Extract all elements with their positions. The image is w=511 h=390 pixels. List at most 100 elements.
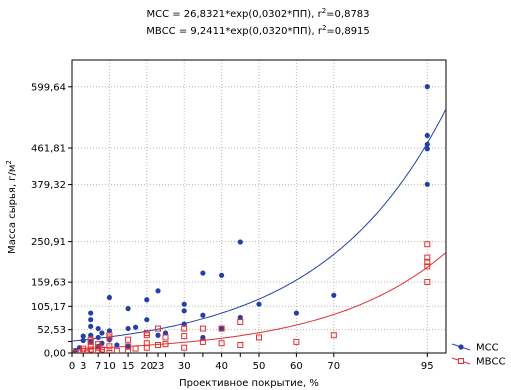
legend-label: МСС <box>476 343 499 354</box>
data-point-mss <box>114 342 120 348</box>
y-tick-label: 105,17 <box>31 302 66 313</box>
legend-marker <box>458 358 464 364</box>
data-point-mvss <box>95 344 102 351</box>
data-point-mss <box>237 239 243 245</box>
data-point-mvss <box>424 258 431 265</box>
data-point-mvss <box>95 341 102 348</box>
data-point-mvss <box>125 343 132 350</box>
data-point-mss <box>200 312 206 318</box>
data-point-mvss <box>95 348 102 353</box>
data-point-mss <box>293 310 299 316</box>
data-point-mss <box>200 334 206 341</box>
data-point-mvss <box>330 332 337 339</box>
data-point-mvss <box>155 325 162 332</box>
y-tick-label: 250,91 <box>31 237 66 248</box>
x-tick-label: 10 <box>103 361 116 372</box>
data-point-mvss <box>76 349 83 353</box>
data-point-mvss <box>98 346 105 353</box>
data-point-mvss <box>143 340 150 347</box>
data-point-mvss <box>143 344 150 351</box>
x-tick-label: 60 <box>290 361 303 372</box>
data-point-mvss <box>256 334 262 341</box>
x-tick-label: 50 <box>253 361 266 372</box>
data-point-mss <box>256 301 262 307</box>
data-point-mss <box>424 84 430 90</box>
data-point-mvss <box>113 347 120 353</box>
x-tick-label: 3 <box>80 361 86 372</box>
data-point-mss <box>80 333 86 339</box>
y-tick-label: 461,81 <box>31 143 66 154</box>
y-tick-label: 52,53 <box>37 325 66 336</box>
data-point-mvss <box>72 350 79 353</box>
data-point-mvss <box>424 241 431 248</box>
y-tick-label: 379,32 <box>31 180 66 191</box>
data-point-mvss <box>87 336 94 343</box>
data-point-mss <box>181 308 187 314</box>
data-point-mvss <box>199 325 206 332</box>
data-point-mvss <box>218 340 225 347</box>
y-tick-label: 0,00 <box>44 349 66 360</box>
data-point-mss <box>155 332 161 338</box>
x-tick-label: 30 <box>178 361 191 372</box>
data-point-mvss <box>106 343 113 350</box>
data-point-mss <box>181 321 187 327</box>
y-axis-ticks: 0,00 52,53 105,17 159,63 250,91 379,32 461,81 5… <box>31 82 72 360</box>
data-point-mss <box>80 337 86 344</box>
data-point-mss <box>88 332 94 338</box>
data-point-mss <box>106 328 112 334</box>
data-point-mss <box>125 306 131 312</box>
chart-title-line-1: МСС = 26,8321*exp(0,0302*ПП), r2=0,8783 <box>146 7 369 20</box>
data-point-mss <box>181 301 187 307</box>
data-point-mss <box>144 317 150 323</box>
data-point-mvss <box>87 343 94 350</box>
data-point-mvss <box>181 325 188 332</box>
y-tick-label: 599,64 <box>31 82 66 93</box>
x-tick-label: 70 <box>327 361 340 372</box>
data-point-mvss <box>424 278 431 285</box>
data-point-mvss <box>218 325 225 332</box>
data-point-mvss <box>424 263 431 270</box>
data-point-mss <box>424 181 430 187</box>
data-point-mss <box>162 330 169 336</box>
x-tick-label: 0 <box>69 361 75 372</box>
data-point-mss <box>219 272 225 278</box>
data-point-mvss <box>143 330 150 337</box>
x-axis-label: Проективное покрытие, % <box>179 378 319 389</box>
data-point-mss <box>424 146 430 152</box>
data-point-mvss <box>125 336 132 343</box>
data-point-mss <box>200 270 206 276</box>
data-point-mss <box>237 314 243 321</box>
x-tick-label: 95 <box>421 361 434 372</box>
fit-curve <box>72 108 446 342</box>
scatter-points <box>72 84 431 353</box>
data-point-mvss <box>293 338 300 345</box>
data-point-mvss <box>424 254 431 261</box>
data-point-mss <box>106 294 112 301</box>
data-point-mss <box>125 343 131 349</box>
data-point-mss <box>132 324 139 330</box>
x-tick-label: 23 <box>152 361 165 372</box>
legend-marker <box>458 344 464 350</box>
data-point-mss <box>424 141 430 147</box>
x-tick-label: 15 <box>122 361 135 372</box>
legend-label: МВСС <box>476 357 505 368</box>
data-point-mvss <box>181 344 188 351</box>
data-point-mss <box>125 325 131 332</box>
legend: МСС МВСС <box>451 343 505 368</box>
data-point-mvss <box>155 342 162 349</box>
x-tick-label: 7 <box>95 361 101 372</box>
data-point-mvss <box>181 333 188 340</box>
y-tick-label: 159,63 <box>31 278 66 289</box>
data-point-mss <box>99 330 105 336</box>
data-point-mvss <box>162 341 169 348</box>
data-point-mss <box>424 132 430 139</box>
data-point-mss <box>95 334 101 341</box>
data-point-mss <box>88 310 94 316</box>
data-point-mss <box>88 317 94 323</box>
x-tick-label: 40 <box>215 361 228 372</box>
data-point-mvss <box>106 332 113 339</box>
chart-title-line-2: МВСС = 9,2411*exp(0,0320*ПП), r2=0,8915 <box>146 24 370 37</box>
x-tick-label: 20 <box>140 361 153 372</box>
data-point-mvss <box>83 349 90 353</box>
